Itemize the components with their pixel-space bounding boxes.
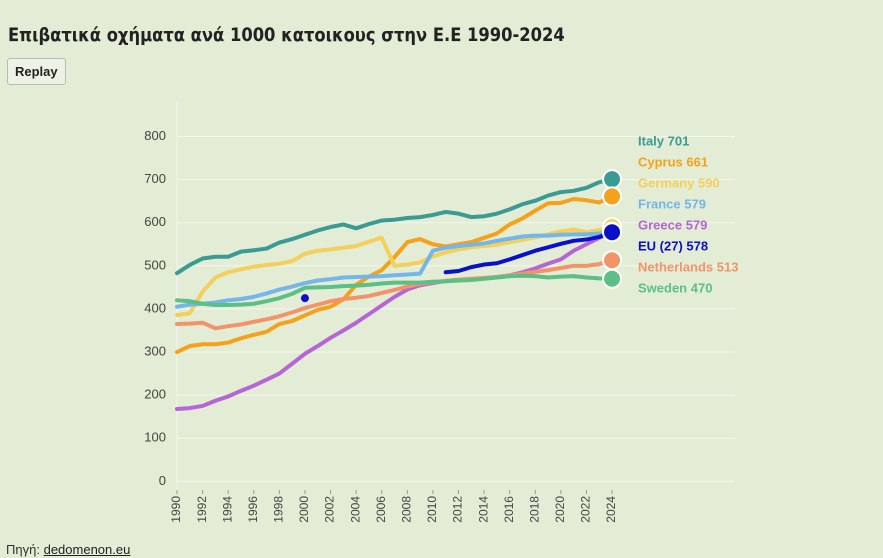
x-tick-label: 2020: [553, 496, 567, 523]
series-line: [175, 229, 615, 411]
chart-title: Επιβατικά οχήματα ανά 1000 κατοικους στη…: [8, 24, 565, 46]
x-tick-label: 2014: [476, 496, 490, 523]
legend-label: Italy 701: [638, 133, 689, 148]
x-tick-label: 2010: [425, 496, 439, 523]
x-tick-label: 2000: [297, 496, 311, 523]
x-tick-label: 2012: [451, 496, 465, 523]
y-tick-label: 700: [144, 171, 166, 186]
x-tick-label: 2008: [399, 496, 413, 523]
series-line: [175, 177, 615, 276]
series-line: [175, 194, 615, 355]
replay-button[interactable]: Replay: [7, 58, 66, 85]
end-marker: [602, 250, 623, 271]
y-tick-label: 100: [144, 430, 166, 445]
legend-label: Germany 590: [638, 175, 720, 190]
end-marker: [602, 169, 623, 190]
x-tick-label: 2024: [604, 496, 618, 523]
x-tick-label: 2018: [527, 496, 541, 523]
x-tick-label: 2004: [348, 496, 362, 523]
y-tick-label: 500: [144, 257, 166, 272]
point: [300, 294, 309, 303]
y-tick-label: 800: [144, 128, 166, 143]
series-line: [175, 258, 615, 331]
y-tick-label: 0: [159, 473, 166, 488]
end-marker: [602, 268, 623, 289]
x-tick-label: 1992: [195, 496, 209, 523]
end-marker: [602, 186, 623, 207]
legend-label: France 579: [638, 196, 706, 211]
source: Πηγή: dedomenon.eu: [6, 542, 130, 557]
legend-label: Greece 579: [638, 217, 707, 232]
x-tick-label: 1994: [220, 496, 234, 523]
y-tick-label: 400: [144, 300, 166, 315]
source-link[interactable]: dedomenon.eu: [43, 542, 131, 557]
x-tick-label: 1990: [169, 496, 183, 523]
y-tick-label: 300: [144, 343, 166, 358]
legend-label: Netherlands 513: [638, 259, 738, 274]
x-tick-label: 2016: [502, 496, 516, 523]
legend-label: EU (27) 578: [638, 238, 708, 253]
y-tick-label: 600: [144, 214, 166, 229]
series-line: [175, 273, 615, 308]
source-label: Πηγή:: [6, 542, 40, 557]
x-tick-label: 2022: [579, 496, 593, 523]
legend-label: Cyprus 661: [638, 154, 708, 169]
y-tick-label: 200: [144, 387, 166, 402]
x-tick-label: 1996: [246, 496, 260, 523]
x-tick-label: 1998: [272, 496, 286, 523]
x-tick-label: 2002: [323, 496, 337, 523]
x-tick-label: 2006: [374, 496, 388, 523]
end-marker: [602, 222, 623, 243]
series-line: [175, 229, 615, 309]
series-line: [443, 230, 615, 275]
legend-label: Sweden 470: [638, 280, 712, 295]
chart: 0 100 200 300 400 500 600 700 800 1990 1992 1994 199…: [144, 102, 738, 523]
